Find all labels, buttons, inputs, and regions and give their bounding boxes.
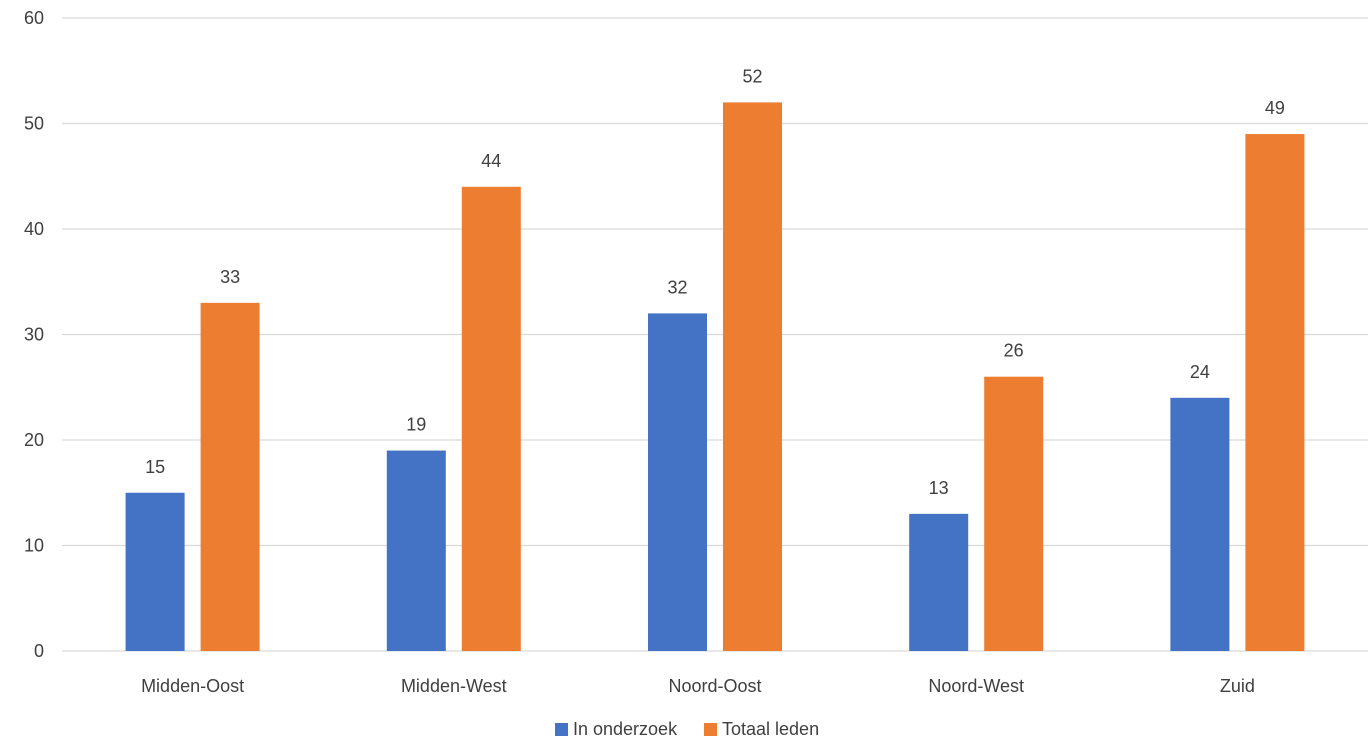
y-tick-label: 60 xyxy=(24,8,44,28)
data-label: 33 xyxy=(220,267,240,287)
bar-in-onderzoek xyxy=(386,450,446,651)
data-label: 24 xyxy=(1190,362,1210,382)
y-tick-label: 0 xyxy=(34,641,44,661)
legend-label: In onderzoek xyxy=(573,719,678,739)
x-tick-label: Midden-Oost xyxy=(141,676,244,696)
y-tick-label: 40 xyxy=(24,219,44,239)
y-tick-label: 20 xyxy=(24,430,44,450)
bar-in-onderzoek xyxy=(1170,397,1230,651)
data-label: 13 xyxy=(929,478,949,498)
data-label: 32 xyxy=(667,277,687,297)
data-label: 52 xyxy=(742,66,762,86)
legend: In onderzoek Totaal leden xyxy=(555,719,819,739)
bar-in-onderzoek xyxy=(909,513,969,651)
gridlines xyxy=(62,17,1368,652)
data-label: 26 xyxy=(1004,341,1024,361)
x-tick-label: Noord-Oost xyxy=(668,676,761,696)
y-tick-label: 30 xyxy=(24,325,44,345)
data-labels: 15 33 19 44 32 52 13 26 24 49 xyxy=(145,66,1285,497)
bar-totaal-leden xyxy=(723,102,782,651)
legend-swatch xyxy=(704,723,717,736)
bar-totaal-leden xyxy=(200,302,260,651)
bar-totaal-leden xyxy=(1245,134,1305,652)
x-tick-label: Zuid xyxy=(1220,676,1255,696)
legend-label: Totaal leden xyxy=(722,719,819,739)
data-label: 15 xyxy=(145,457,165,477)
x-tick-label: Noord-West xyxy=(928,676,1024,696)
bar-in-onderzoek xyxy=(648,313,707,651)
y-tick-label: 10 xyxy=(24,536,44,556)
bar-in-onderzoek xyxy=(125,492,185,651)
data-label: 44 xyxy=(481,151,501,171)
y-axis-ticks: 0 10 20 30 40 50 60 xyxy=(24,8,44,661)
y-tick-label: 50 xyxy=(24,114,44,134)
legend-swatch xyxy=(555,723,568,736)
x-axis-ticks: Midden-Oost Midden-West Noord-Oost Noord-We… xyxy=(141,676,1255,696)
bar-totaal-leden xyxy=(461,186,521,652)
data-label: 49 xyxy=(1265,98,1285,118)
x-tick-label: Midden-West xyxy=(401,676,507,696)
bars xyxy=(125,102,1305,652)
data-label: 19 xyxy=(406,415,426,435)
bar-totaal-leden xyxy=(984,376,1044,651)
